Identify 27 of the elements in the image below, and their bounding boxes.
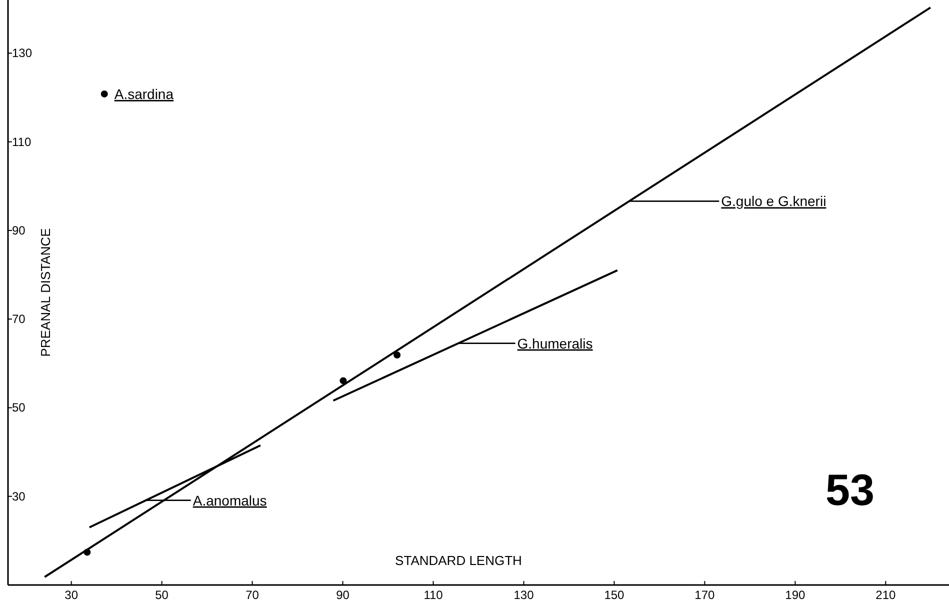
- annotation: A.anomalus: [192, 492, 267, 508]
- point: [84, 548, 91, 556]
- annotation: G.gulo e G.knerii: [721, 193, 826, 210]
- x-tick-label: 70: [246, 588, 260, 602]
- y-tick-label: 50: [12, 400, 26, 415]
- x-axis-title: STANDARD LENGTH: [395, 553, 522, 568]
- x-tick-label: 30: [64, 588, 78, 602]
- annotation: G.humeralis: [517, 335, 593, 352]
- x-tick-label: 150: [604, 588, 625, 602]
- annotation: A.sardina: [114, 86, 174, 102]
- x-tick-label: 210: [876, 588, 896, 602]
- x-tick-label: 50: [155, 588, 169, 602]
- y-tick-label: 130: [12, 46, 32, 60]
- point: [340, 377, 347, 384]
- y-tick-label: 90: [12, 223, 26, 238]
- y-axis-title: PREANAL DISTANCE: [38, 228, 53, 357]
- x-tick-label: 190: [785, 588, 806, 602]
- point: [394, 351, 401, 358]
- y-tick-label: 30: [12, 489, 26, 504]
- point: [100, 90, 108, 98]
- x-tick-label: 90: [336, 588, 350, 602]
- x-tick-label: 170: [694, 588, 716, 602]
- x-tick-label: 130: [514, 588, 534, 602]
- y-tick-label: 110: [12, 134, 32, 149]
- y-tick-label: 70: [12, 312, 26, 326]
- x-tick-label: 110: [424, 588, 444, 602]
- annotation: 53: [826, 466, 874, 515]
